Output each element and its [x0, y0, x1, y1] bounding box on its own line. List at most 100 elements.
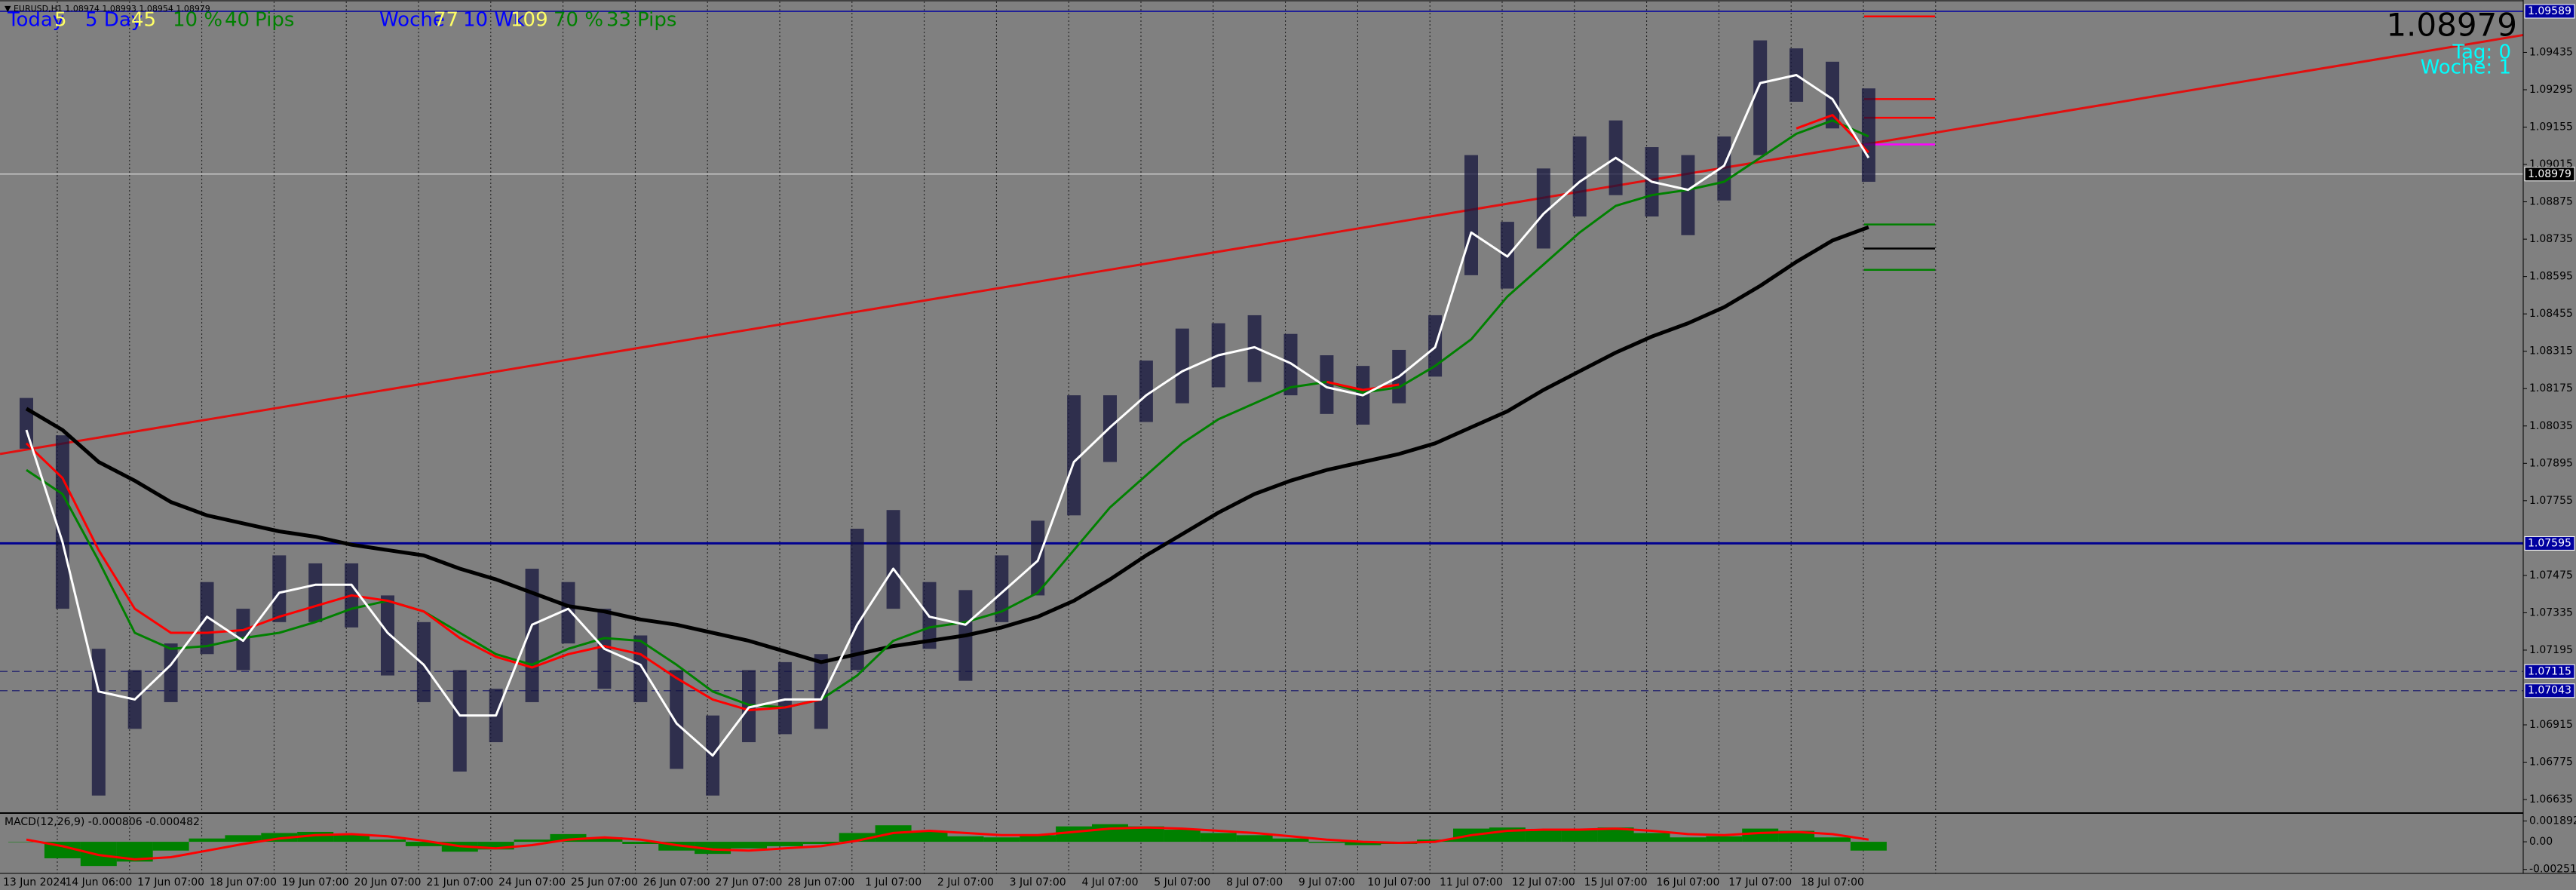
x-tick-label: 25 Jun 07:00: [571, 876, 638, 888]
candle-range: [670, 670, 684, 769]
x-tick-label: 26 Jun 07:00: [643, 876, 710, 888]
macd-bar: [622, 842, 659, 844]
candle-range: [164, 643, 178, 702]
macd-bar: [983, 837, 1020, 842]
x-tick-label: 3 Jul 07:00: [1010, 876, 1066, 888]
candle-range: [1717, 136, 1731, 201]
header-item: 109: [511, 9, 548, 32]
current-price: 1.08979: [2386, 7, 2517, 44]
x-tick-label: 27 Jun 07:00: [716, 876, 783, 888]
candle-range: [1826, 61, 1839, 129]
candle-range: [742, 670, 756, 743]
macd-bar: [1706, 836, 1743, 842]
candle-range: [814, 654, 828, 729]
x-tick-label: 19 Jun 07:00: [282, 876, 349, 888]
header-item: Pips: [255, 9, 294, 32]
candle-range: [525, 569, 539, 702]
x-tick-label: 13 Jun 2024: [3, 876, 66, 888]
y-tick-label: 1.08315: [2529, 345, 2573, 358]
level-label: 1.07043: [2528, 685, 2571, 697]
macd-bar: [731, 842, 767, 849]
y-tick-label: 1.06635: [2529, 793, 2573, 806]
candle-range: [561, 582, 575, 644]
grid-layer: [0, 2, 2523, 873]
y-tick-label: 1.08735: [2529, 233, 2573, 245]
x-tick-label: 8 Jul 07:00: [1226, 876, 1283, 888]
x-tick-label: 4 Jul 07:00: [1081, 876, 1138, 888]
header-item: 10 Wk: [463, 9, 525, 32]
trendline: [0, 33, 2524, 456]
y-tick-label: 1.08875: [2529, 196, 2573, 208]
macd-bar: [1200, 833, 1237, 842]
y-tick-label: 1.09155: [2529, 121, 2573, 134]
x-tick-label: 17 Jun 07:00: [137, 876, 204, 888]
y-tick-label: 1.08035: [2529, 420, 2573, 432]
macd-bar: [586, 837, 623, 842]
x-tick-label: 10 Jul 07:00: [1367, 876, 1431, 888]
header-item: Woche: [379, 9, 445, 32]
macd-bar: [911, 830, 948, 842]
x-tick-label: 9 Jul 07:00: [1299, 876, 1355, 888]
moving-average: [26, 119, 1869, 709]
y-tick-label: 1.07755: [2529, 495, 2573, 507]
macd-bar: [1814, 837, 1851, 842]
candle-range: [91, 649, 106, 796]
macd-bar: [333, 833, 370, 842]
x-tick-label: 16 Jul 07:00: [1656, 876, 1719, 888]
x-tick-label: 20 Jun 07:00: [354, 876, 422, 888]
header-item: 5: [54, 9, 67, 32]
macd-bar: [1164, 830, 1201, 842]
candle-range: [633, 635, 648, 702]
y-tick-label: 1.09435: [2529, 46, 2573, 58]
candle-range: [272, 555, 287, 622]
x-tick-label: 18 Jun 07:00: [210, 876, 277, 888]
header-item: 70 %: [554, 9, 603, 32]
header-item: 10 %: [173, 9, 222, 32]
y-tick-label: 1.07895: [2529, 457, 2573, 469]
macd-bar: [1561, 828, 1598, 842]
level-label: 1.07115: [2528, 665, 2571, 677]
y-tick-label: 1.08175: [2529, 382, 2573, 394]
moving-average: [25, 74, 1870, 757]
status-line: Woche: 1: [2421, 57, 2511, 79]
y-tick-label: 1.07195: [2529, 644, 2573, 656]
candle-range: [416, 621, 431, 702]
macd-bar: [1597, 827, 1634, 842]
level-label-box: [2524, 4, 2575, 19]
macd-bar: [1345, 842, 1382, 846]
macd-bar: [1127, 826, 1164, 842]
candle-range: [1681, 155, 1695, 235]
candle-range: [995, 555, 1009, 622]
y-tick-label: 1.06915: [2529, 719, 2573, 731]
macd-bar: [1092, 824, 1128, 842]
macd-layer: [8, 824, 1887, 867]
candle-range: [777, 661, 792, 735]
candle-range: [1067, 395, 1081, 516]
candle-range: [850, 528, 864, 671]
macd-bar: [225, 835, 262, 842]
x-tick-label: 14 Jun 06:00: [65, 876, 132, 888]
macd-y-tick-label: 0.001892: [2529, 815, 2576, 827]
macd-bar: [44, 842, 81, 858]
candle-range: [1247, 315, 1262, 382]
level-label-box: [2524, 683, 2575, 698]
candle-range: [1175, 328, 1189, 404]
level-label: 1.08979: [2528, 168, 2571, 180]
y-tick-label: 1.07475: [2529, 569, 2573, 582]
candle-range: [886, 510, 900, 609]
macd-bar: [514, 839, 550, 842]
level-label: 1.07595: [2528, 537, 2571, 549]
macd-signal: [26, 826, 1869, 861]
y-tick-label: 1.08595: [2529, 271, 2573, 283]
x-tick-label: 1 Jul 07:00: [865, 876, 922, 888]
y-tick-label: 1.08455: [2529, 308, 2573, 320]
x-tick-label: 18 Jul 07:00: [1801, 876, 1864, 888]
x-tick-label: 28 Jun 07:00: [787, 876, 854, 888]
candle-range: [1536, 168, 1550, 249]
macd-bar: [802, 842, 839, 844]
text-layer: ▼ EURUSD,H1 1.08974 1.08993 1.08954 1.08…: [5, 4, 2517, 828]
x-tick-label: 5 Jul 07:00: [1154, 876, 1210, 888]
